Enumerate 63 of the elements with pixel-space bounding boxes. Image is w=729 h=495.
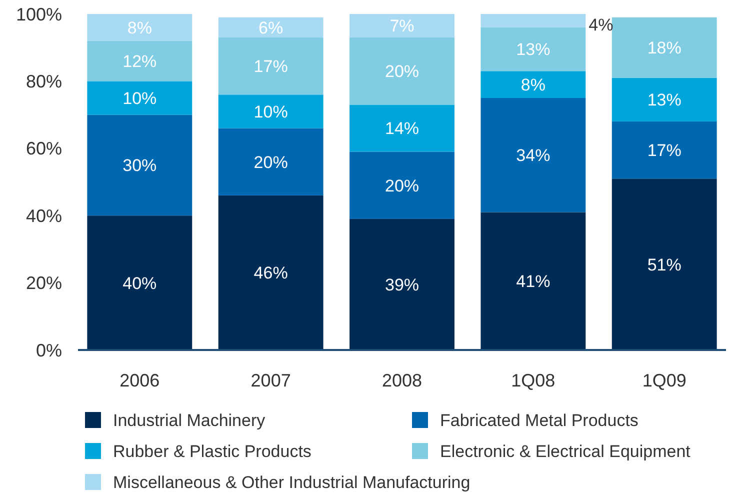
data-label: 10% (254, 102, 288, 122)
bar (612, 17, 717, 78)
data-label: 41% (516, 272, 550, 292)
data-label: 17% (254, 57, 288, 76)
bar (480, 27, 586, 72)
data-label: 13% (516, 40, 550, 60)
bar (480, 98, 586, 212)
data-label: 30% (122, 156, 157, 176)
bar (87, 216, 192, 350)
x-tick-label: 2007 (250, 370, 291, 390)
data-label: 12% (122, 52, 157, 71)
bar (218, 128, 324, 196)
x-tick-label: 2006 (120, 370, 160, 390)
data-label: 8% (127, 18, 152, 38)
bar (218, 38, 324, 95)
bar (350, 14, 454, 38)
y-tick-label: 0% (36, 340, 62, 360)
data-label: 7% (390, 16, 414, 36)
data-label: 18% (647, 38, 682, 58)
legend-label: Rubber & Plastic Products (113, 442, 312, 461)
bar (480, 212, 586, 350)
legend-label: Industrial Machinery (113, 410, 266, 430)
data-label: 20% (384, 62, 420, 82)
y-tick-label: 40% (26, 206, 62, 226)
data-label: 6% (258, 18, 284, 38)
bar (87, 14, 192, 41)
bar (87, 40, 192, 82)
bar (480, 71, 586, 98)
data-label: 39% (384, 275, 420, 294)
y-tick-label: 100% (16, 4, 62, 24)
data-label: 51% (647, 255, 682, 274)
bar (218, 94, 324, 128)
y-tick-label: 60% (26, 138, 62, 159)
x-tick-label: 1Q09 (642, 370, 686, 390)
legend-label: Fabricated Metal Products (440, 410, 638, 430)
bar (87, 81, 192, 115)
data-label: 10% (122, 88, 157, 108)
data-label: 34% (516, 146, 550, 166)
data-label: 20% (254, 152, 288, 172)
bar (612, 122, 717, 179)
data-label: 13% (647, 90, 682, 110)
data-label: 46% (254, 264, 288, 283)
data-label: 40% (122, 274, 157, 293)
legend-label: Electronic & Electrical Equipment (440, 442, 691, 461)
bar (218, 195, 324, 350)
bar (612, 78, 717, 122)
y-tick-label: 20% (26, 273, 62, 294)
data-label: 20% (384, 176, 420, 196)
y-tick-label: 80% (26, 72, 62, 92)
bar (480, 14, 586, 28)
bar (87, 114, 192, 216)
data-label: 14% (384, 119, 420, 138)
bar (218, 17, 324, 38)
legend-label: Miscellaneous & Other Industrial Manufacturing (113, 472, 470, 492)
bar (350, 104, 454, 152)
x-tick-label: 1Q08 (511, 370, 556, 390)
bar (612, 178, 717, 350)
bar (350, 38, 454, 105)
data-label: 8% (520, 76, 546, 95)
bar (350, 152, 454, 219)
data-label: 17% (647, 141, 682, 160)
bar (350, 218, 454, 350)
x-tick-label: 2008 (382, 370, 422, 390)
